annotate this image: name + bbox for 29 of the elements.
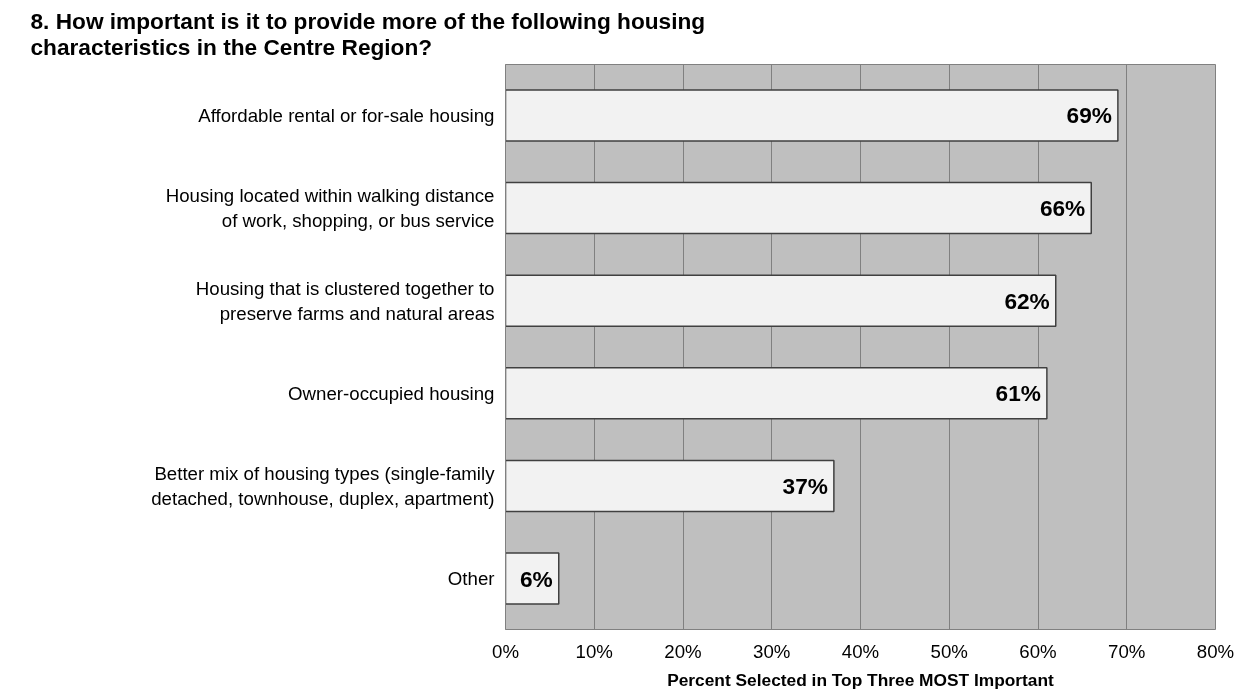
bar	[505, 459, 835, 513]
y-tick-label: Owner-occupied housing	[288, 382, 495, 404]
x-tick-label: 60%	[1019, 640, 1057, 662]
x-tick-label: 20%	[664, 640, 702, 662]
bar	[505, 181, 1092, 235]
bar	[505, 367, 1048, 420]
y-tick-label: Housing that is clustered together to preserve farms and natural areas	[195, 277, 495, 324]
x-tick-label: 70%	[1108, 640, 1146, 662]
y-tick-label: Other	[447, 568, 495, 590]
x-tick-label: 80%	[1196, 640, 1235, 662]
data-label: 66%	[1039, 195, 1086, 222]
y-tick-label: Better mix of housing types (single-family detached, townhouse, duplex, apartment)	[151, 462, 496, 510]
chart-title: 8. How important is it to provide more of the following housing characteristics in the Centre Region?	[30, 7, 706, 60]
data-label: 61%	[995, 380, 1041, 407]
x-tick-label: 50%	[930, 640, 968, 662]
data-label: 62%	[1004, 287, 1050, 314]
data-label: 6%	[520, 565, 553, 592]
data-label: 69%	[1066, 102, 1112, 129]
y-tick-label: Affordable rental or for-sale housing	[198, 104, 495, 126]
x-tick-label: 10%	[575, 640, 613, 662]
bar	[505, 274, 1057, 327]
y-tick-label: Housing located within walking distance of work, shopping, or bus service	[165, 184, 495, 232]
x-axis-title: Percent Selected in Top Three MOST Important	[667, 669, 1055, 690]
bar	[505, 552, 560, 605]
x-tick-label: 30%	[753, 640, 791, 662]
data-label: 37%	[782, 472, 828, 499]
x-tick-label: 0%	[492, 640, 519, 662]
x-tick-label: 40%	[841, 640, 880, 662]
bar	[505, 89, 1119, 142]
